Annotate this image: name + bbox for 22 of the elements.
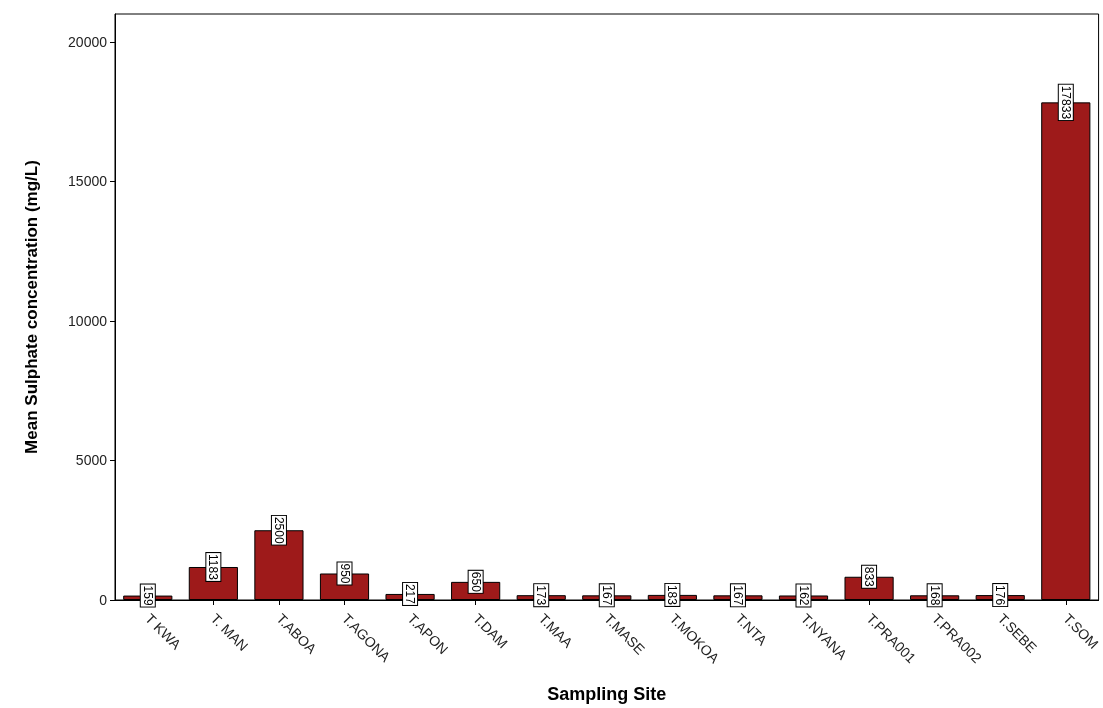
data-label: 176: [993, 585, 1008, 606]
data-label: 2500: [271, 516, 286, 544]
data-label: 833: [862, 566, 877, 588]
data-label: 162: [796, 585, 811, 606]
x-axis-title: Sampling Site: [547, 684, 667, 704]
data-label: 1183: [206, 554, 221, 581]
data-label: 173: [534, 585, 549, 606]
data-label: 167: [599, 585, 614, 606]
data-label: 650: [468, 571, 483, 593]
data-label: 168: [927, 585, 942, 606]
y-tick-label: 5000: [75, 452, 108, 469]
y-tick-label: 0: [99, 592, 108, 608]
y-tick-label: 10000: [68, 312, 108, 329]
data-label: 217: [403, 583, 418, 605]
y-tick-label: 20000: [68, 33, 108, 50]
y-axis-title: Mean Sulphate concentration (mg/L): [22, 160, 41, 454]
data-label: 950: [337, 563, 352, 584]
y-tick-label: 15000: [68, 173, 108, 190]
data-label: 17833: [1058, 85, 1073, 120]
data-label: 183: [665, 584, 680, 606]
data-label: 167: [730, 585, 745, 606]
data-label: 159: [140, 585, 155, 606]
